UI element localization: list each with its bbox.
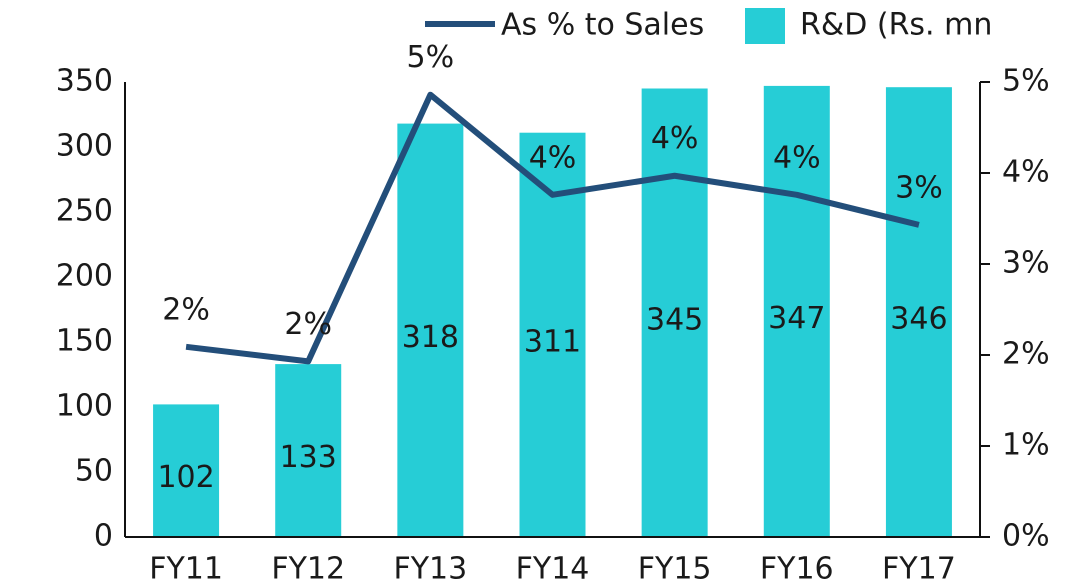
x-tick-label: FY12 [271, 552, 345, 583]
x-tick-label: FY17 [882, 552, 956, 583]
line-value-label: 4% [651, 121, 699, 156]
bar-value-label: 311 [524, 324, 581, 359]
line-value-label: 4% [529, 140, 577, 175]
y2-tick-label: 5% [1002, 64, 1050, 99]
y2-tick-label: 1% [1002, 428, 1050, 463]
line-value-label: 2% [162, 292, 210, 327]
bar-value-label: 346 [890, 302, 947, 337]
y2-tick-label: 4% [1002, 155, 1050, 190]
bar-value-label: 318 [402, 320, 459, 355]
x-tick-label: FY11 [149, 552, 223, 583]
bar [275, 364, 342, 537]
bar [397, 123, 464, 537]
y-tick-label: 200 [56, 259, 113, 294]
legend-label: As % to Sales [501, 8, 704, 43]
line-series [185, 91, 920, 365]
bar [641, 88, 708, 537]
legend-label: R&D (Rs. mn [800, 8, 992, 43]
y-tick-label: 300 [56, 129, 113, 164]
y2-tick-label: 3% [1002, 246, 1050, 281]
y-tick-label: 100 [56, 389, 113, 424]
bar [885, 87, 952, 537]
legend-swatch [745, 8, 785, 44]
y2-tick-label: 2% [1002, 337, 1050, 372]
y-tick-label: 150 [56, 324, 113, 359]
x-tick-label: FY14 [516, 552, 590, 583]
x-tick-label: FY15 [638, 552, 712, 583]
y-tick-label: 0 [94, 519, 113, 554]
bar-value-label: 102 [157, 460, 214, 495]
bar [763, 85, 830, 538]
bar-value-label: 133 [280, 440, 337, 475]
bar [519, 132, 586, 537]
bar-value-label: 345 [646, 302, 703, 337]
y2-tick-label: 0% [1002, 519, 1050, 554]
x-tick-label: FY16 [760, 552, 834, 583]
line-value-label: 3% [895, 170, 943, 205]
line-value-label: 4% [773, 140, 821, 175]
line-value-label: 5% [407, 40, 455, 75]
line-value-label: 2% [284, 307, 332, 342]
x-tick-label: FY13 [393, 552, 467, 583]
y-tick-label: 350 [56, 64, 113, 99]
y-tick-label: 250 [56, 194, 113, 229]
y-tick-label: 50 [75, 454, 113, 489]
bar-value-label: 347 [768, 301, 825, 336]
bar [153, 404, 220, 537]
